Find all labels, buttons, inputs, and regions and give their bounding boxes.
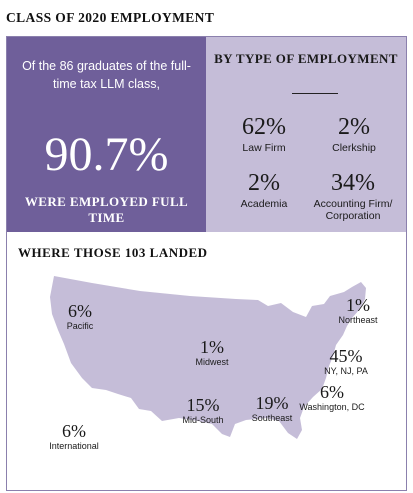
employment-summary-panel: Of the 86 graduates of the full-time tax… (7, 37, 206, 253)
employed-label: WERE EMPLOYED FULL TIME (24, 194, 189, 225)
timeframe-text: within 10 months. (59, 239, 154, 253)
title-divider (292, 93, 338, 94)
region-label: Washington, DC (299, 402, 365, 412)
stat-label: Clerkship (332, 142, 376, 154)
region-percent: 6% (68, 301, 92, 321)
region-percent: 1% (346, 295, 370, 315)
region-mid-south: 15% Mid-South (174, 396, 232, 426)
region-label: Pacific (66, 321, 94, 331)
stat-percent: 34% (331, 170, 375, 196)
stat-percent: 2% (338, 114, 370, 140)
region-northeast: 1% Northeast (330, 296, 386, 326)
employed-percentage: 90.7% (44, 128, 169, 181)
employment-type-panel: BY TYPE OF EMPLOYMENT 62% Law Firm 2% Cl… (206, 37, 406, 232)
region-label: Northeast (338, 315, 378, 325)
stat-academia: 2% Academia (214, 170, 314, 210)
region-ny-nj-pa: 45% NY, NJ, PA (318, 347, 374, 377)
region-percent: 19% (255, 393, 289, 413)
stat-label: Accounting Firm/ Corporation (313, 198, 393, 222)
region-label: Midwest (195, 357, 229, 367)
stat-accounting-corporation: 34% Accounting Firm/ Corporation (303, 170, 403, 222)
stat-clerkship: 2% Clerkship (304, 114, 404, 154)
region-label: Southeast (251, 413, 293, 423)
region-percent: 6% (320, 382, 344, 402)
region-label: International (49, 441, 99, 451)
page-title: CLASS OF 2020 EMPLOYMENT (6, 10, 215, 25)
region-label: NY, NJ, PA (324, 366, 368, 376)
summary-intro: Of the 86 graduates of the full-time tax… (22, 59, 191, 91)
type-title: BY TYPE OF EMPLOYMENT (214, 51, 398, 66)
region-label: Mid-South (182, 415, 224, 425)
region-percent: 45% (329, 346, 363, 366)
where-title: WHERE THOSE 103 LANDED (18, 245, 208, 260)
region-pacific: 6% Pacific (55, 302, 105, 332)
region-midwest: 1% Midwest (187, 338, 237, 368)
region-percent: 15% (186, 395, 220, 415)
region-percent: 6% (62, 421, 86, 441)
stat-label: Academia (240, 198, 288, 210)
us-map-shape (50, 276, 366, 439)
stat-law-firm: 62% Law Firm (214, 114, 314, 154)
stat-label: Law Firm (242, 142, 286, 154)
region-washington-dc: 6% Washington, DC (292, 383, 372, 413)
stat-percent: 2% (248, 170, 280, 196)
region-international: 6% International (40, 422, 108, 452)
region-southeast: 19% Southeast (243, 394, 301, 424)
stat-percent: 62% (242, 114, 286, 140)
region-percent: 1% (200, 337, 224, 357)
